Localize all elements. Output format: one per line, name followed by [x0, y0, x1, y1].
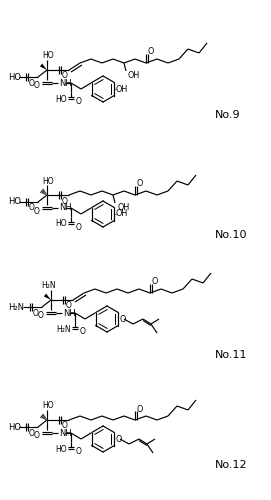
Text: H₂N: H₂N [42, 282, 56, 290]
Text: OH: OH [116, 210, 128, 218]
Text: HO: HO [55, 444, 67, 454]
Text: HO: HO [42, 176, 54, 186]
Text: O: O [76, 98, 82, 106]
Text: O: O [62, 422, 68, 430]
Text: O: O [29, 428, 35, 438]
Text: O: O [80, 328, 86, 336]
Text: No.12: No.12 [215, 460, 248, 470]
Text: OH: OH [117, 202, 129, 211]
Text: No.9: No.9 [215, 110, 241, 120]
Text: O: O [33, 432, 39, 440]
Polygon shape [44, 294, 51, 300]
Text: O: O [62, 196, 68, 205]
Text: O: O [148, 48, 154, 56]
Text: NH: NH [59, 78, 72, 88]
Text: NH: NH [59, 428, 72, 438]
Text: O: O [152, 278, 158, 286]
Text: No.11: No.11 [215, 350, 247, 360]
Text: OH: OH [128, 70, 140, 80]
Text: OH: OH [116, 84, 128, 94]
Text: H₂N: H₂N [8, 302, 24, 312]
Text: HO: HO [55, 220, 67, 228]
Text: No.10: No.10 [215, 230, 247, 240]
Text: O: O [37, 312, 43, 320]
Text: O: O [29, 78, 35, 88]
Text: O: O [66, 302, 72, 310]
Text: O: O [76, 448, 82, 456]
Text: O: O [33, 206, 39, 216]
Text: HO: HO [8, 72, 21, 82]
Text: O: O [137, 180, 143, 188]
Text: O: O [116, 434, 122, 444]
Text: HO: HO [8, 422, 21, 432]
Text: NH: NH [63, 308, 76, 318]
Text: O: O [33, 308, 39, 318]
Text: O: O [29, 204, 35, 212]
Text: H₂N: H₂N [56, 324, 71, 334]
Text: O: O [137, 404, 143, 413]
Text: O: O [62, 72, 68, 80]
Text: HO: HO [42, 52, 54, 60]
Polygon shape [40, 64, 47, 70]
Text: HO: HO [8, 198, 21, 206]
Text: NH: NH [59, 204, 72, 212]
Text: O: O [120, 314, 126, 324]
Text: HO: HO [55, 94, 67, 104]
Text: O: O [33, 82, 39, 90]
Text: HO: HO [42, 402, 54, 410]
Text: O: O [76, 222, 82, 232]
